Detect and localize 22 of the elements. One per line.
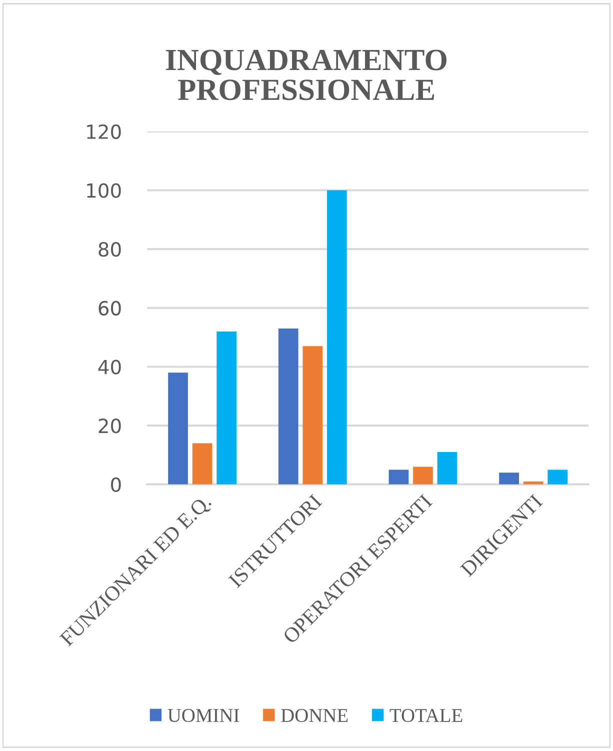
bar xyxy=(192,443,212,484)
bar xyxy=(302,346,323,484)
bar xyxy=(413,466,433,484)
y-tick-label: 100 xyxy=(87,183,121,198)
bar xyxy=(168,372,188,484)
bar xyxy=(388,470,409,484)
y-tick-label: 120 xyxy=(87,124,121,140)
legend-label: TOTALE xyxy=(390,708,462,722)
y-tick-label: 40 xyxy=(98,360,121,374)
bar xyxy=(499,472,519,484)
bar xyxy=(437,452,458,484)
y-tick-label: 80 xyxy=(98,242,121,257)
bar xyxy=(326,190,347,484)
legend-label: DONNE xyxy=(281,708,348,722)
bar xyxy=(216,331,236,484)
y-tick-label: 60 xyxy=(98,300,121,316)
bar xyxy=(278,328,298,484)
chart-title: INQUADRAMENTO PROFESSIONALE xyxy=(166,50,446,100)
bar xyxy=(548,470,568,484)
y-tick-label: 0 xyxy=(111,477,121,492)
legend-label: UOMINI xyxy=(168,708,240,722)
y-tick-label: 20 xyxy=(98,418,121,434)
